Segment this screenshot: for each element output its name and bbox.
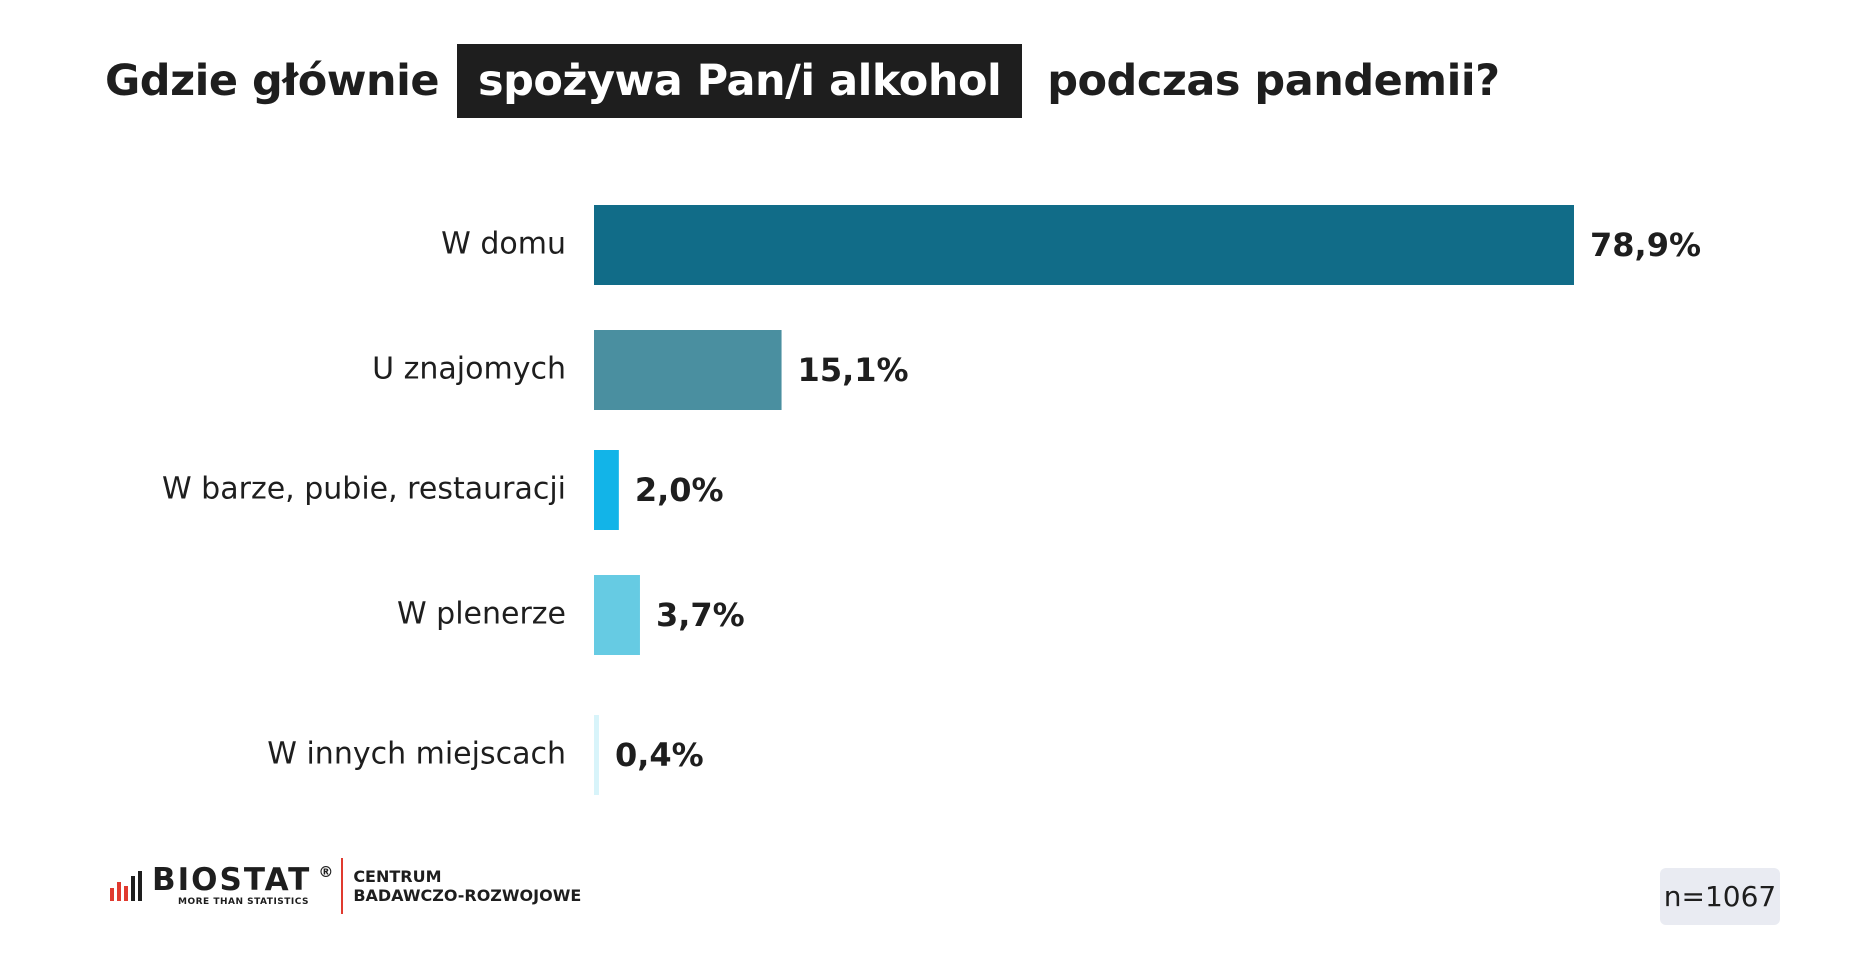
bar-chart-logo-icon (110, 871, 142, 901)
biostat-logo: BIOSTAT ® MORE THAN STATISTICS CENTRUM BA… (110, 858, 581, 914)
logo-tagline: MORE THAN STATISTICS (178, 897, 310, 907)
logo-center-line1: CENTRUM (353, 867, 442, 886)
sample-size-badge: n=1067 (1660, 868, 1780, 925)
title-text-before: Gdzie głównie (105, 56, 440, 106)
value-label: 15,1% (798, 351, 909, 389)
category-label: W domu (441, 227, 566, 262)
category-label: W plenerze (397, 597, 566, 632)
category-label: W barze, pubie, restauracji (162, 472, 566, 507)
chart-title: Gdzie głównie spożywa Pan/i alkohol podc… (105, 44, 1500, 118)
registered-mark: ® (318, 863, 334, 881)
logo-center-name: CENTRUM BADAWCZO-ROZWOJOWE (353, 867, 581, 905)
category-label: W innych miejscach (267, 737, 566, 772)
title-highlight: spożywa Pan/i alkohol (457, 44, 1023, 118)
value-label: 78,9% (1590, 226, 1701, 264)
category-label: U znajomych (372, 352, 566, 387)
value-label: 2,0% (635, 471, 724, 509)
value-label: 0,4% (615, 736, 704, 774)
bar (594, 715, 599, 795)
bar (594, 575, 640, 655)
logo-brand-name: BIOSTAT (152, 862, 312, 898)
bar (594, 330, 782, 410)
title-text-after: podczas pandemii? (1047, 56, 1500, 106)
bar (594, 450, 619, 530)
logo-center-line2: BADAWCZO-ROZWOJOWE (353, 886, 582, 905)
logo-divider (341, 858, 344, 914)
bar (594, 205, 1574, 285)
value-label: 3,7% (656, 596, 745, 634)
